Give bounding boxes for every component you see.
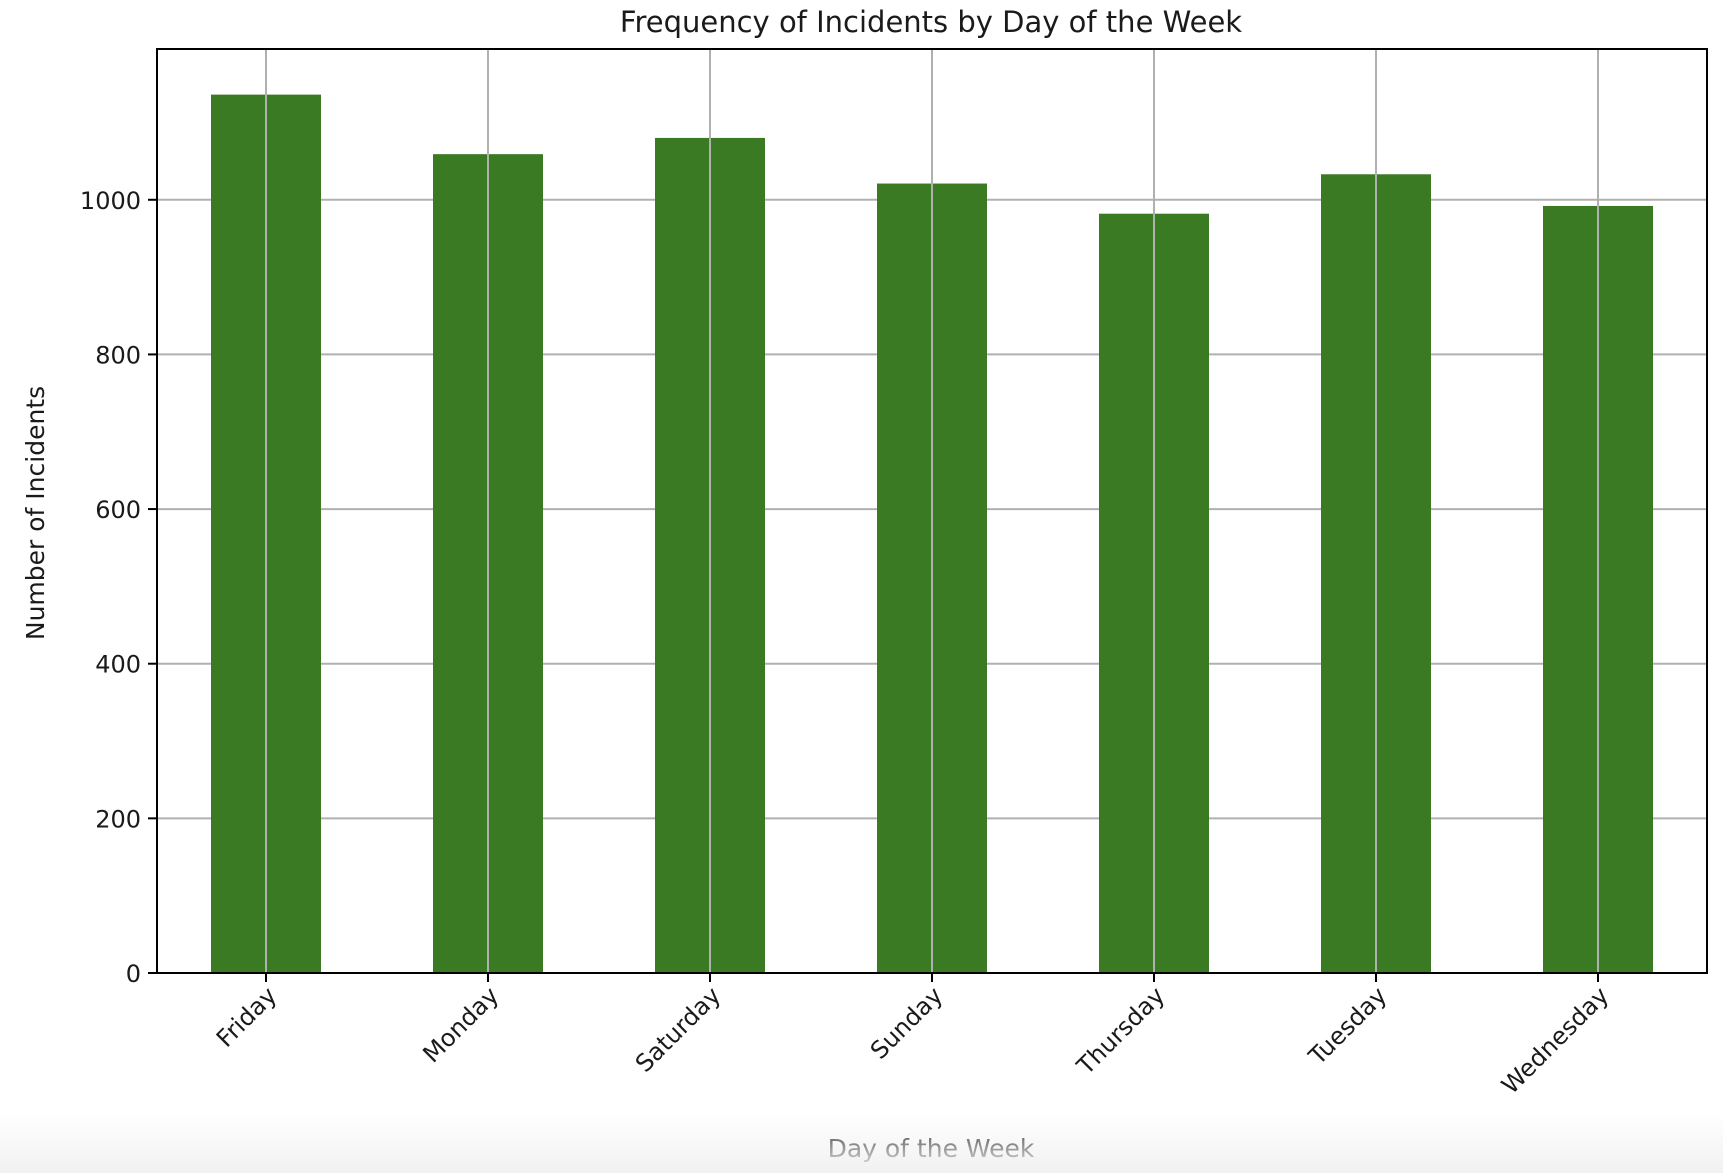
y-tick-label: 1000 (80, 187, 141, 215)
y-tick-label: 800 (95, 341, 141, 369)
y-axis-ticks: 0 200 400 600 800 1000 (80, 187, 157, 988)
x-axis-label: Day of the Week (828, 1134, 1035, 1163)
chart-title: Frequency of Incidents by Day of the Wee… (620, 5, 1242, 39)
y-axis-label: Number of Incidents (21, 386, 50, 640)
y-tick-label: 200 (95, 805, 141, 833)
vertical-grid-lines (265, 49, 1599, 973)
y-tick-label: 0 (126, 960, 141, 988)
y-tick-label: 400 (95, 651, 141, 679)
y-tick-label: 600 (95, 496, 141, 524)
